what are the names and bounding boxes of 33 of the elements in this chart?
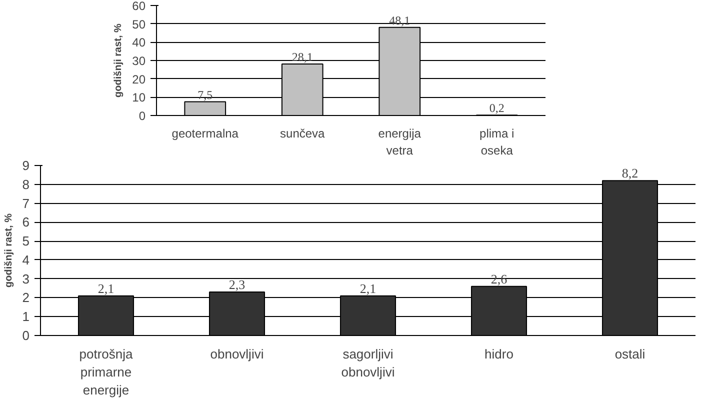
x-tick-label: plima i oseka <box>480 126 514 158</box>
y-tick-label: 0 <box>138 109 146 123</box>
y-tick-label: 2 <box>22 290 30 306</box>
y-tick-label: 5 <box>22 234 30 249</box>
data-label: 0,2 <box>489 101 504 116</box>
x-tick-label: hidro <box>484 346 514 362</box>
y-tick-label: 9 <box>22 158 30 173</box>
y-tick-label: 8 <box>22 176 30 192</box>
y-tick-label: 60 <box>132 0 146 13</box>
y-tick-label: 10 <box>132 90 146 105</box>
y-tick-label: 20 <box>132 72 146 86</box>
y-tick-label: 40 <box>132 36 146 50</box>
y-axis-title: godišnji rast, % <box>113 23 124 98</box>
y-tick-label: 50 <box>132 17 146 32</box>
y-tick-label: 1 <box>22 309 30 324</box>
x-tick-label: obnovljivi <box>210 346 264 362</box>
x-tick-label: sunčeva <box>280 126 326 140</box>
data-label: 2,3 <box>228 277 246 292</box>
y-tick-label: 7 <box>22 196 30 211</box>
y-tick-label: 6 <box>22 214 30 230</box>
data-label: 2,1 <box>98 280 114 296</box>
y-tick-label: 30 <box>132 54 146 68</box>
x-tick-label: energija vetra <box>378 126 422 158</box>
x-tick-label: sagorljivi obnovljivi <box>341 346 395 380</box>
y-tick-label: 0 <box>22 328 30 343</box>
y-tick-label: 4 <box>22 252 30 268</box>
y-axis-title: godišnji rast, % <box>3 213 14 288</box>
x-tick-label: potrošnja primarne energije <box>79 346 134 398</box>
y-tick-label: 3 <box>22 271 30 286</box>
x-tick-label: geotermalna <box>172 126 239 140</box>
x-tick-label: ostali <box>614 346 646 362</box>
data-label: 2,1 <box>360 280 376 296</box>
data-label: 8,2 <box>622 166 638 181</box>
